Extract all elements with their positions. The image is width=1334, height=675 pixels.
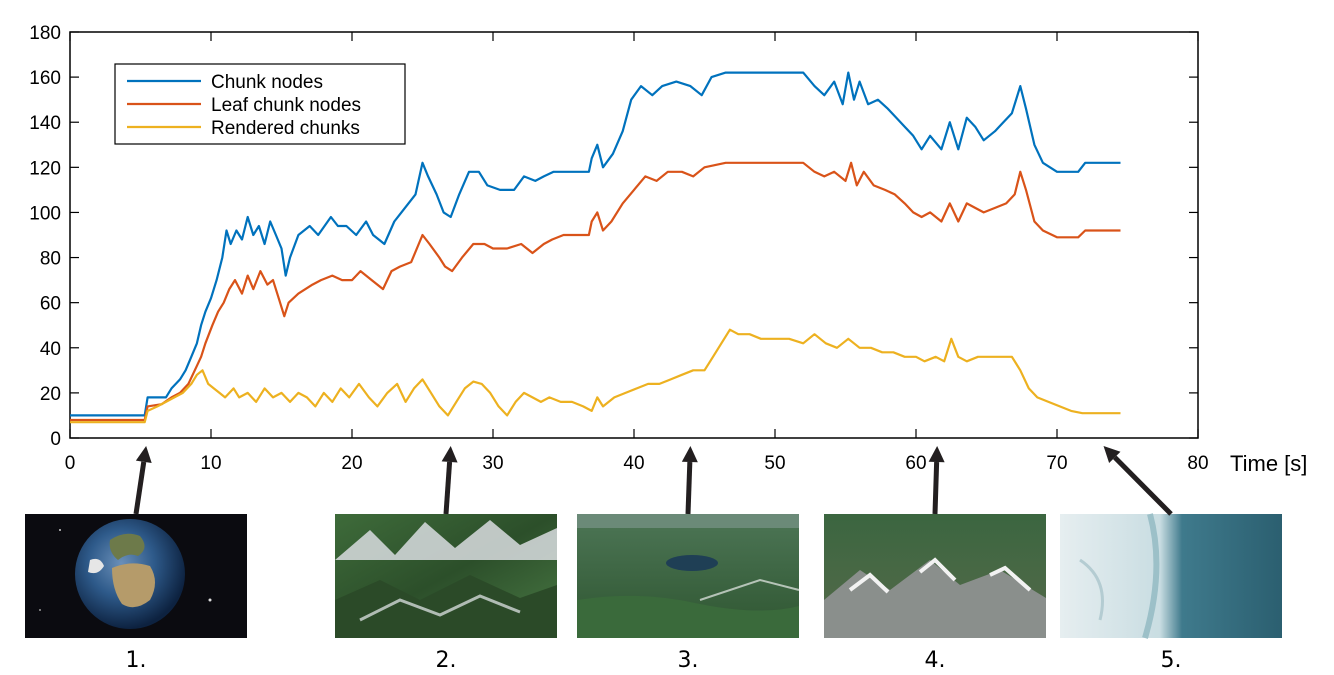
annotation-arrow-head xyxy=(135,446,152,464)
y-tick-label: 60 xyxy=(40,294,61,315)
legend-label: Rendered chunks xyxy=(211,118,360,139)
y-tick-label: 0 xyxy=(50,429,61,450)
annotation-arrow-head xyxy=(681,446,698,463)
y-tick-label: 140 xyxy=(29,113,61,134)
legend-label: Chunk nodes xyxy=(211,72,323,93)
x-tick-label: 20 xyxy=(341,453,362,474)
x-tick-label: 40 xyxy=(623,453,644,474)
x-tick-label: 30 xyxy=(482,453,503,474)
plot-axes: 0 10 20 30 40 50 60 70 80 0 20 40 60 80 100 120 140 160 18… xyxy=(29,23,1307,476)
y-tick-label: 160 xyxy=(29,68,61,89)
annotation-arrow-shaft xyxy=(133,461,147,515)
thumbnail-caption: 1. xyxy=(126,648,147,673)
annotation-arrow-shaft xyxy=(932,461,940,515)
y-tick-label: 40 xyxy=(40,339,61,360)
annotation-arrows xyxy=(133,446,1173,516)
annotation-arrow-head xyxy=(1103,446,1121,463)
annotation-arrow-head xyxy=(441,446,458,463)
series-line-3 xyxy=(70,328,1121,424)
series-line-1 xyxy=(70,71,1121,417)
y-tick-label: 120 xyxy=(29,158,61,179)
y-tick-label: 180 xyxy=(29,23,61,44)
annotation-arrow-shaft xyxy=(1113,455,1173,516)
thumbnail-captions: 1. 2. 3. 4. 5. xyxy=(126,648,1182,673)
x-tick-label: 50 xyxy=(764,453,785,474)
thumbnail-caption: 3. xyxy=(678,648,699,673)
x-tick-label: 70 xyxy=(1046,453,1067,474)
x-tick-label: 60 xyxy=(905,453,926,474)
thumbnail-glacier-view xyxy=(1060,513,1282,639)
series-line-2 xyxy=(70,161,1121,422)
x-tick-label: 80 xyxy=(1187,453,1208,474)
thumbnail-alps-view xyxy=(824,514,1046,638)
annotation-arrow-shaft xyxy=(443,461,453,515)
legend-label: Leaf chunk nodes xyxy=(211,95,361,116)
y-tick-label: 100 xyxy=(29,203,61,224)
x-axis-label: Time [s] xyxy=(1230,451,1307,476)
thumbnail-caption: 5. xyxy=(1161,648,1182,673)
thumbnail-mountains-view xyxy=(335,514,557,638)
thumbnail-caption: 4. xyxy=(925,648,946,673)
x-tick-label: 0 xyxy=(65,453,76,474)
thumbnail-caption: 2. xyxy=(436,648,457,673)
annotation-arrow-shaft xyxy=(685,461,693,515)
annotation-arrow-head xyxy=(928,446,945,463)
x-tick-label: 10 xyxy=(200,453,221,474)
y-tick-label: 80 xyxy=(40,249,61,270)
y-tick-label: 20 xyxy=(40,384,61,405)
snapshot-thumbnails xyxy=(25,513,1282,639)
data-series xyxy=(70,71,1121,424)
thumbnail-valley-lake-view xyxy=(577,514,800,638)
thumbnail-globe-view xyxy=(25,514,247,638)
